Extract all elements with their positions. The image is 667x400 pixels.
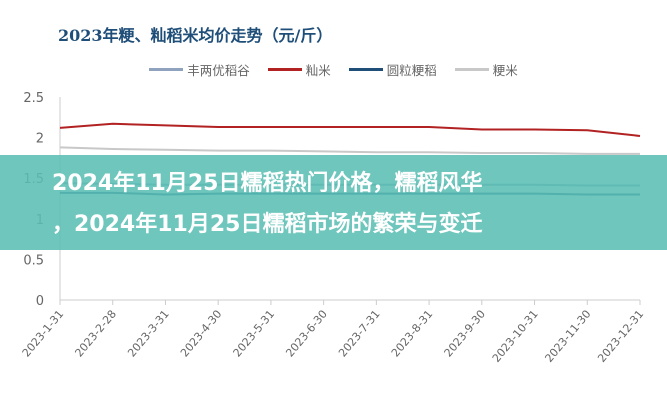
x-tick-label: 2023-1-31 — [20, 308, 67, 360]
legend-swatch — [348, 68, 383, 71]
legend-swatch — [267, 68, 302, 71]
legend-item: 粳米 — [454, 60, 518, 79]
y-tick-label: 0.5 — [23, 253, 44, 268]
legend-item: 圆粒粳稻 — [348, 60, 437, 79]
x-tick-label: 2023-6-30 — [283, 308, 330, 360]
legend-label: 籼米 — [305, 63, 331, 78]
title-banner: 2024年11月25日糯稻热门价格，糯稻风华 ，2024年11月25日糯稻市场的… — [0, 155, 667, 250]
x-tick-label: 2023-10-31 — [490, 308, 541, 365]
legend-label: 圆粒粳稻 — [386, 63, 437, 78]
y-tick-label: 2.5 — [23, 91, 44, 106]
legend-label: 丰两优稻谷 — [187, 63, 250, 78]
x-tick-label: 2023-3-31 — [125, 308, 172, 360]
x-tick-label: 2023-8-31 — [389, 308, 436, 360]
legend-item: 籼米 — [267, 60, 331, 79]
x-tick-label: 2023-7-31 — [336, 308, 383, 360]
legend-item: 丰两优稻谷 — [149, 60, 250, 79]
y-tick-label: 2 — [36, 132, 44, 147]
banner-line-2: ，2024年11月25日糯稻市场的繁荣与变迁 — [52, 212, 483, 237]
x-tick-label: 2023-12-31 — [595, 308, 646, 365]
legend-label: 粳米 — [492, 63, 518, 78]
x-tick-label: 2023-2-28 — [72, 308, 119, 360]
x-tick-label: 2023-5-31 — [231, 308, 278, 360]
x-tick-label: 2023-11-30 — [543, 308, 594, 365]
legend-swatch — [149, 68, 184, 71]
legend-swatch — [454, 68, 489, 71]
chart-title: 2023年粳、籼稻米均价走势（元/斤） — [58, 26, 333, 45]
x-tick-label: 2023-4-30 — [178, 308, 225, 360]
series-line — [59, 146, 640, 155]
legend: 丰两优稻谷 籼米 圆粒粳稻 粳米 — [0, 60, 667, 79]
x-tick-label: 2023-9-30 — [442, 308, 489, 360]
series-line — [59, 122, 641, 137]
banner-line-1: 2024年11月25日糯稻热门价格，糯稻风华 — [52, 171, 483, 196]
y-tick-label: 0 — [36, 294, 44, 309]
